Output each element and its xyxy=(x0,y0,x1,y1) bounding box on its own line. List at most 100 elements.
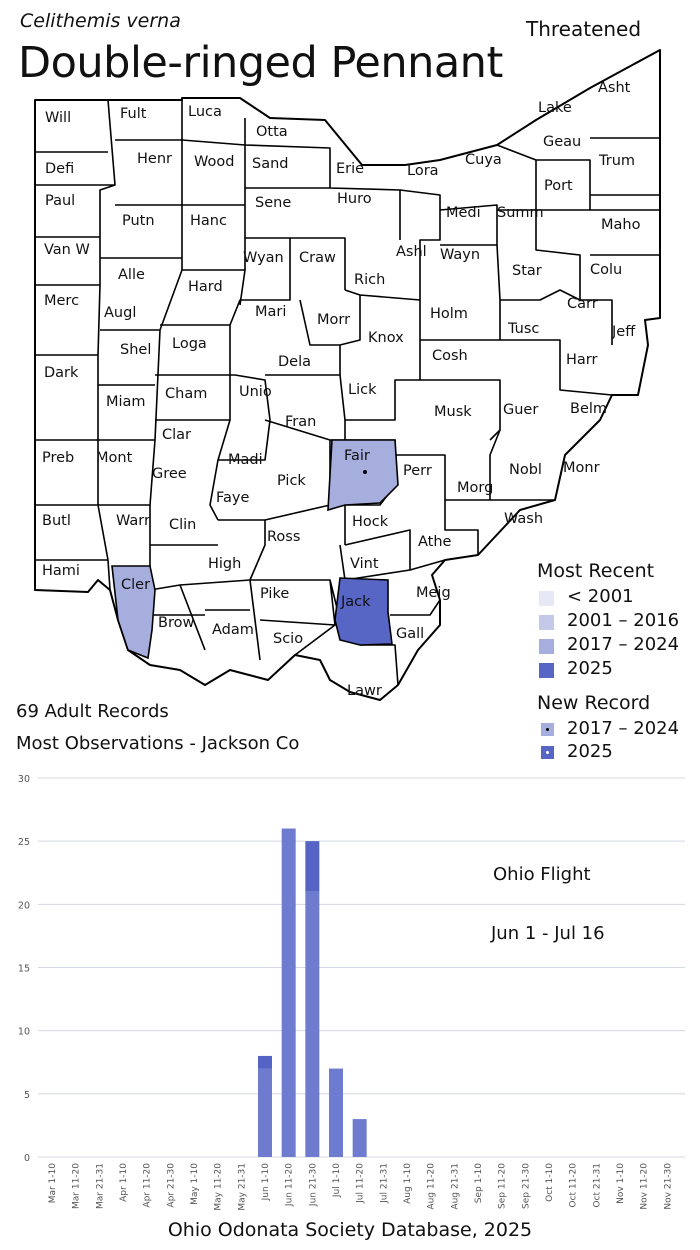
county-label: Hami xyxy=(42,563,80,579)
county-label: Wyan xyxy=(243,250,284,266)
county-label: Pike xyxy=(260,586,289,602)
x-tick-label: Sep 21-30 xyxy=(521,1163,531,1209)
legend-new-record-title: New Record xyxy=(537,692,651,714)
county-label: Lawr xyxy=(347,683,382,699)
county-label: Monr xyxy=(563,460,600,476)
x-tick-label: Jul 11-20 xyxy=(356,1163,366,1204)
most-observations: Most Observations - Jackson Co xyxy=(16,733,300,754)
county-label: Fair xyxy=(344,448,370,464)
county-label: Perr xyxy=(403,463,432,479)
county-label: Defi xyxy=(45,161,74,177)
county-label: Wayn xyxy=(440,247,480,263)
county-label: Sand xyxy=(252,156,288,172)
county-label: Preb xyxy=(42,450,74,466)
county-label: Augl xyxy=(104,305,136,321)
legend-new-record-marker-2017-2024 xyxy=(541,723,554,736)
county-label: Lake xyxy=(538,100,572,116)
county-label: Paul xyxy=(45,193,75,209)
county-label: Hanc xyxy=(190,213,227,229)
county-label: Athe xyxy=(418,534,452,550)
county-label: Knox xyxy=(368,330,404,346)
x-tick-label: Apr 11-20 xyxy=(143,1163,153,1208)
county-label: Cuya xyxy=(465,152,502,168)
county-label: Tusc xyxy=(507,321,539,337)
bar-jun-21-30-s0 xyxy=(305,891,320,1157)
bar-jun-11-20-s0 xyxy=(281,828,296,1157)
county-lines xyxy=(35,99,660,686)
county-label: Medi xyxy=(446,205,481,221)
new-record-marker-fairfield xyxy=(363,470,367,474)
county-label: Guer xyxy=(503,402,538,418)
x-tick-label: Jun 11-20 xyxy=(285,1163,295,1207)
county-label: Madi xyxy=(228,452,263,468)
x-tick-label: Jul 1-10 xyxy=(332,1163,342,1198)
legend-swatch-2001-2016 xyxy=(539,615,554,630)
county-label: Morr xyxy=(317,312,350,328)
county-label: Port xyxy=(544,178,573,194)
county-label: Dela xyxy=(278,354,311,370)
bar-jul-11-20-s0 xyxy=(352,1119,367,1157)
county-label: Shel xyxy=(120,342,151,358)
flight-period-chart: 0 5 10 15 20 25 30 Mar 1-10 Mar 11-20 Mar 21-31 A… xyxy=(18,774,685,1211)
county-label: Scio xyxy=(273,631,303,647)
county-label: Wash xyxy=(504,511,543,527)
x-tick-label: Nov 21-30 xyxy=(663,1163,673,1210)
county-label: Unio xyxy=(239,384,272,400)
status-badge: Threatened xyxy=(526,17,642,41)
x-tick-label: Jun 1-10 xyxy=(261,1163,271,1202)
county-label: Clin xyxy=(169,517,196,533)
legend-swatch-lt2001 xyxy=(539,591,554,606)
county-label: High xyxy=(208,556,241,572)
legend-most-recent-title: Most Recent xyxy=(537,560,655,582)
county-label: Mari xyxy=(255,304,286,320)
county-label: Pick xyxy=(277,473,306,489)
x-tick-label: Jul 21-31 xyxy=(379,1163,389,1204)
county-label: Cler xyxy=(121,577,150,593)
bar-jul-1-10-s0 xyxy=(329,1068,343,1157)
county-label: Carr xyxy=(567,296,598,312)
legend-swatch-2017-2024 xyxy=(539,639,554,654)
county-label: Jeff xyxy=(611,324,636,340)
county-label: Dark xyxy=(44,365,79,381)
county-label: Morg xyxy=(457,480,493,496)
x-tick-label: Oct 21-31 xyxy=(592,1163,602,1208)
bar-jun-1-10-s0 xyxy=(258,1068,272,1157)
county-label: Geau xyxy=(543,134,581,150)
data-source: Ohio Odonata Society Database, 2025 xyxy=(167,1219,533,1241)
county-label: Jack xyxy=(340,594,371,610)
county-label: Putn xyxy=(122,213,155,229)
county-label: Loga xyxy=(172,336,207,352)
county-label: Wood xyxy=(194,154,234,170)
x-tick-label: Aug 21-31 xyxy=(450,1163,460,1210)
y-tick-label: 10 xyxy=(18,1027,30,1038)
legend-new-record-2017-2024: 2017 – 2024 xyxy=(567,718,680,739)
county-label: Meig xyxy=(416,585,451,601)
legend-new-record-2025: 2025 xyxy=(567,741,613,762)
county-label: Nobl xyxy=(509,462,542,478)
county-label: Belm xyxy=(570,401,607,417)
county-label: Van W xyxy=(44,242,90,258)
county-label: Vint xyxy=(350,556,379,572)
county-label: Colu xyxy=(590,262,622,278)
county-label: Huro xyxy=(337,191,372,207)
x-tick-label: Aug 11-20 xyxy=(427,1163,437,1210)
legend-item-2025: 2025 xyxy=(567,658,613,679)
county-jackson-shape xyxy=(334,577,393,646)
ohio-county-map: Will Fult Luca Otta Asht Lake Defi Henr Wood Sand… xyxy=(34,49,661,701)
scientific-name: Celithemis verna xyxy=(20,10,181,32)
county-label: Luca xyxy=(188,104,222,120)
x-tick-label: Apr 21-30 xyxy=(166,1163,176,1208)
county-fairfield-shape xyxy=(327,439,399,512)
county-label: Ashl xyxy=(396,244,427,260)
county-label: Henr xyxy=(137,151,172,167)
x-tick-label: Aug 1-10 xyxy=(403,1163,413,1204)
county-label: Fult xyxy=(120,106,147,122)
legend-item-2017-2024: 2017 – 2024 xyxy=(567,634,680,655)
county-label: Butl xyxy=(42,513,71,529)
county-label: Sene xyxy=(255,195,291,211)
county-label: Gall xyxy=(396,626,424,642)
county-label: Brow xyxy=(158,615,194,631)
county-label: Hock xyxy=(352,514,389,530)
x-tick-label: Nov 11-20 xyxy=(640,1163,650,1210)
x-tick-label: Mar 1-10 xyxy=(48,1163,58,1204)
